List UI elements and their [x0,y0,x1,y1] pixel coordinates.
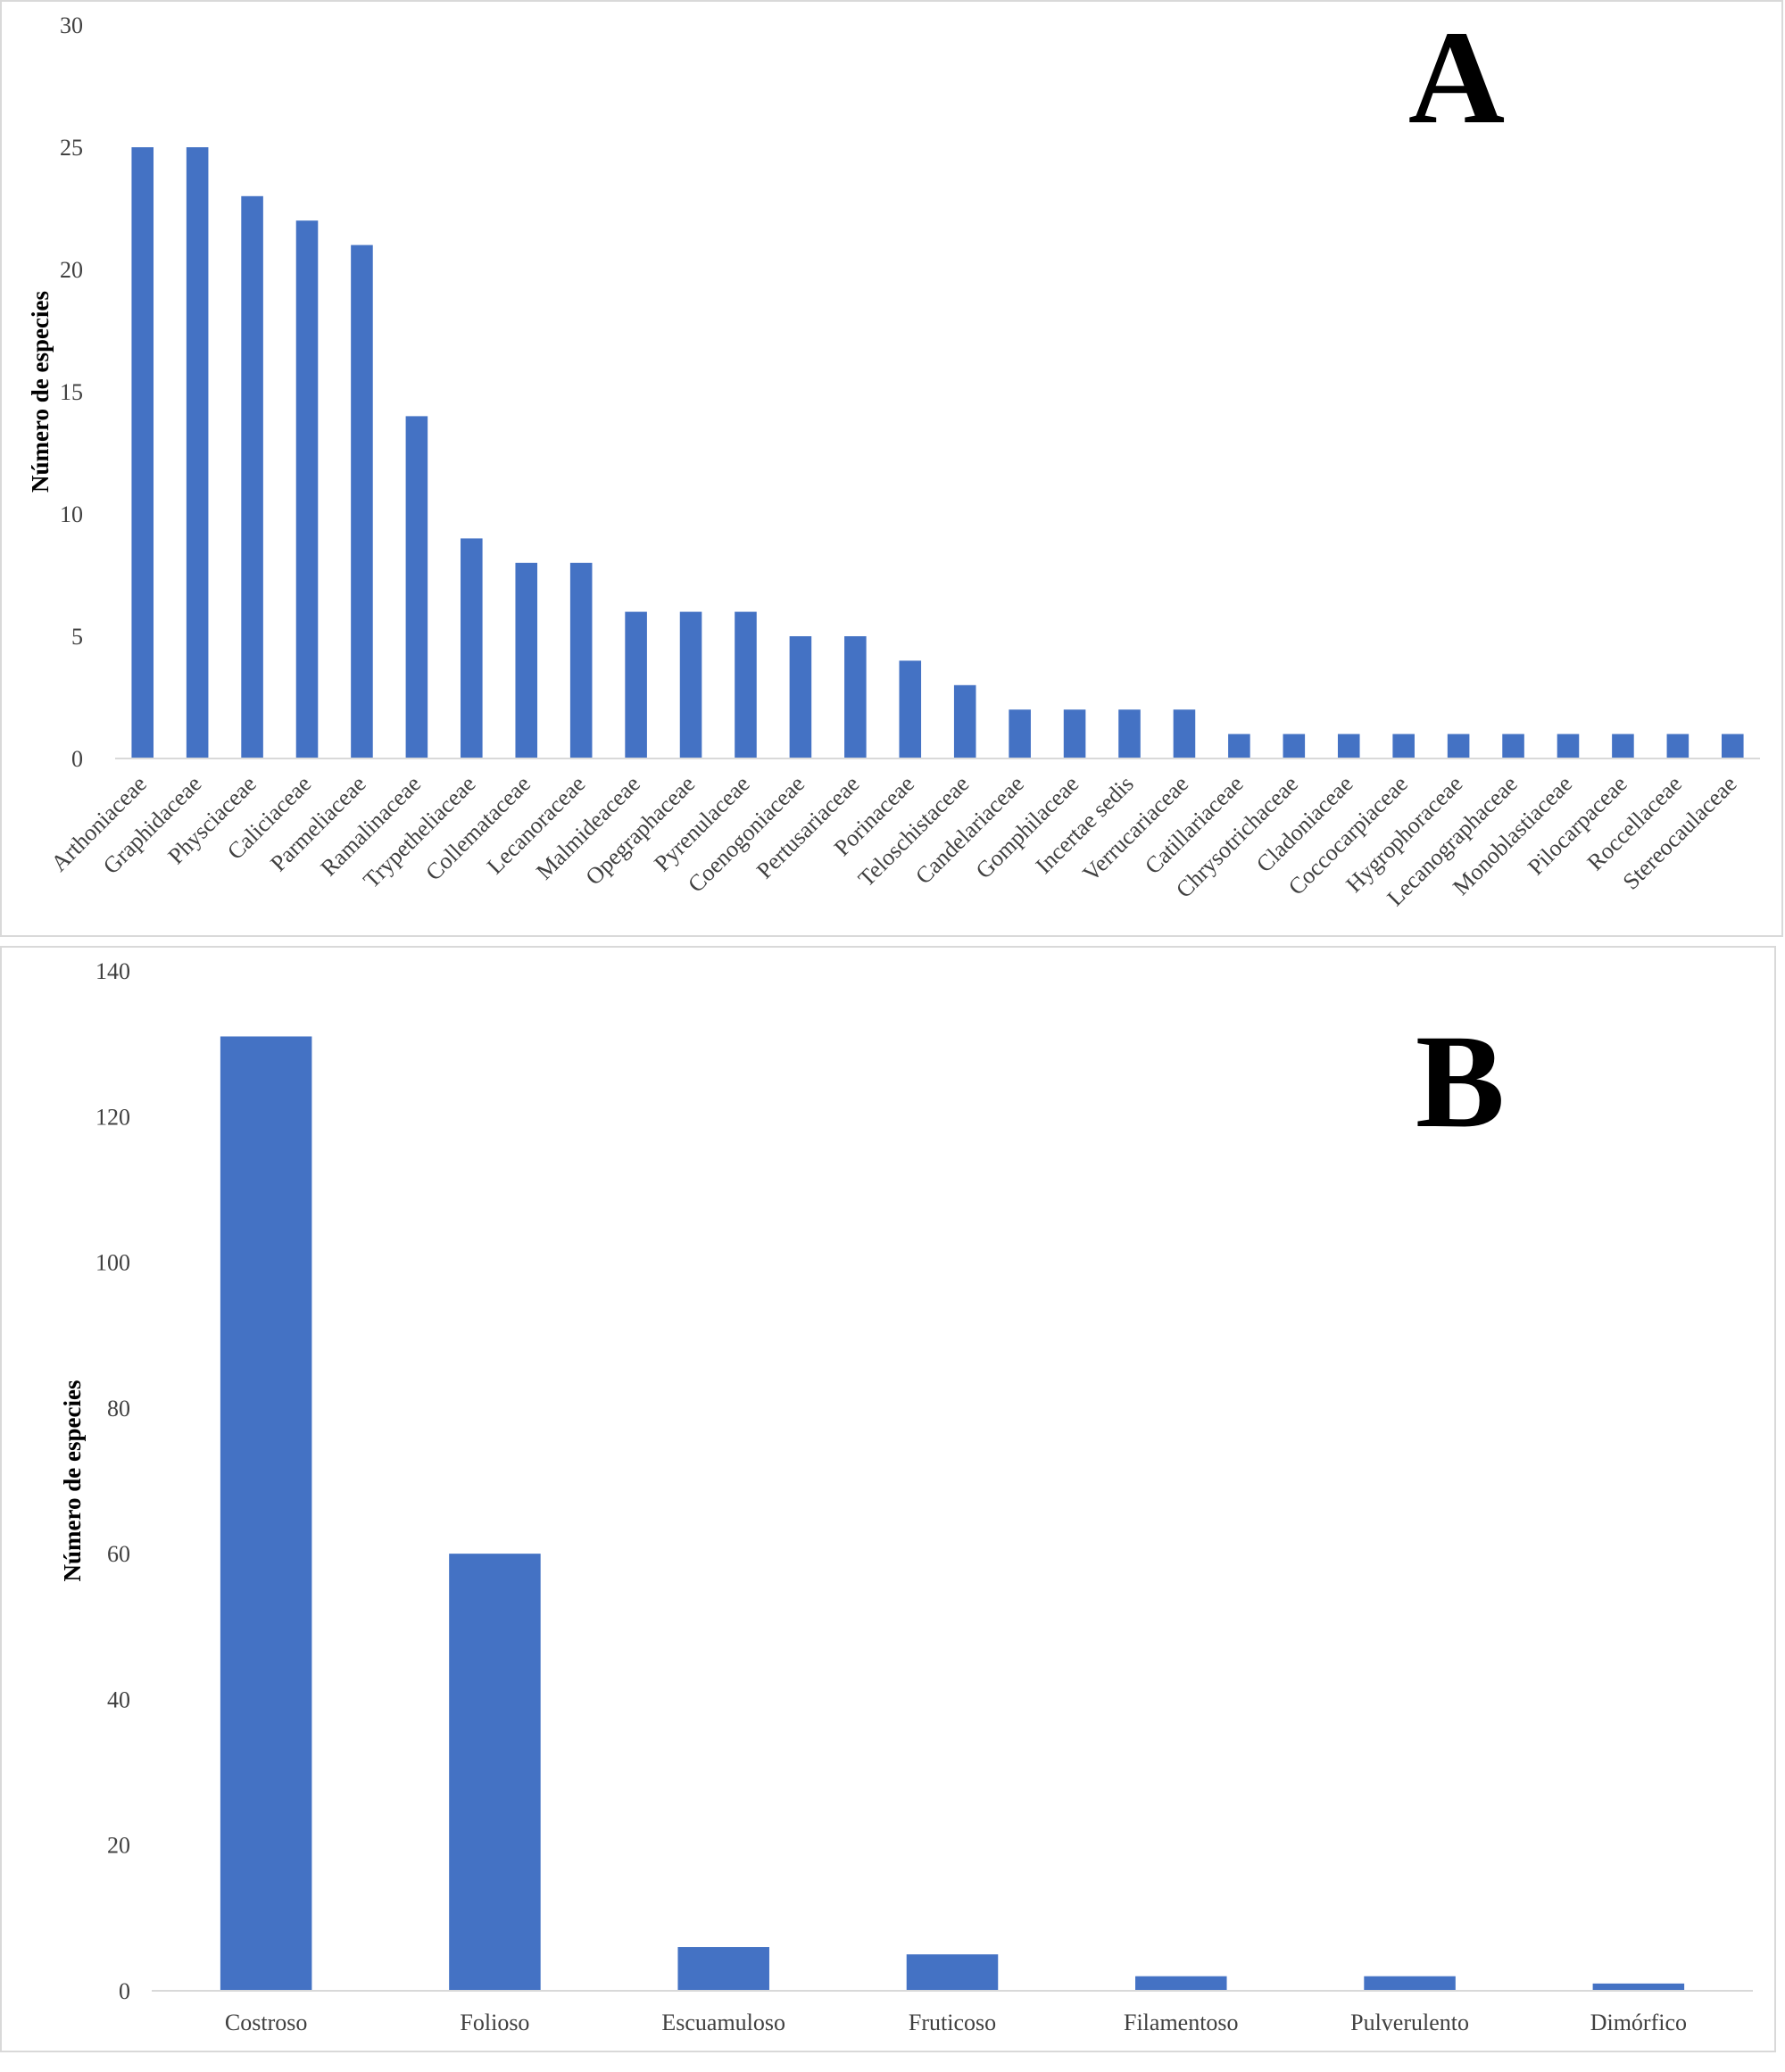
bar-candelariaceae [1009,709,1031,758]
bar-fruticoso [906,1954,999,1991]
bar-lecanographaceae [1502,733,1524,758]
bar-folioso [449,1554,541,1991]
y-tick-label: 40 [107,1687,130,1712]
y-tick-label: 10 [60,501,83,527]
y-tick-label: 30 [60,12,83,38]
panel-label-a: A [1408,4,1505,152]
x-category-label: Costroso [225,2010,307,2035]
bar-trypetheliaceae [461,538,483,758]
bar-pilocarpaceae [1612,733,1634,758]
x-category-label: Escuamuloso [661,2010,785,2035]
bar-coenogoniaceae [789,636,812,758]
x-category-label: Fruticoso [909,2010,996,2035]
bar-physciaceae [241,195,263,759]
bar-verrucariaceae [1173,709,1196,758]
bar-stereocaulaceae [1721,733,1744,758]
y-tick-label: 80 [107,1396,130,1421]
bar-pertusariaceae [844,636,867,758]
bar-teloschistaceae [953,684,976,758]
y-tick-label: 0 [71,746,83,772]
chart-panel-b: 0 20 40 60 80 100 120 140 Costroso Folioso Escuamu… [0,946,1776,2052]
bar-hygrophoraceae [1447,733,1470,758]
y-tick-label: 20 [107,1833,130,1859]
bar-pulverulento [1364,1976,1456,1991]
bar-incertae-sedis [1118,709,1141,758]
chart-a-svg: 051015202530ArthoniaceaeGraphidaceaePhys… [27,4,1760,911]
bar-monoblastiaceae [1557,733,1580,758]
bar-pyrenulaceae [735,611,757,758]
y-tick-label: 100 [95,1250,130,1276]
bar-graphidaceae [186,147,209,758]
y-axis-label: Número de especies [27,291,54,493]
bar-collemataceae [515,562,538,758]
bar-lecanoraceae [569,562,593,758]
y-tick-label: 15 [60,379,83,405]
panel-label-b: B [1416,1007,1505,1156]
bar-catillariaceae [1228,733,1250,758]
bar-cladoniaceae [1337,733,1360,758]
y-tick-label: 5 [71,624,83,650]
x-category-label: Pulverulento [1350,2010,1469,2035]
bar-opegraphaceae [679,611,702,758]
y-tick-label: 0 [119,1978,130,2004]
bar-ramalinaceae [405,416,428,758]
bar-chrysotrichaceae [1283,733,1306,758]
bar-roccellaceae [1666,733,1690,758]
bar-malmideaceae [625,611,647,758]
bar-filamentoso [1135,1976,1227,1991]
bar-costroso [220,1036,312,1991]
bar-escuamuloso [677,1947,769,1991]
chart-panel-a: 0 5 10 15 20 25 30 Arthoniaceae Graphidaceae Phys… [0,0,1783,937]
bar-caliciaceae [295,220,319,758]
x-category-label: Folioso [460,2010,529,2035]
y-axis-label: Número de especies [59,1380,86,1582]
bar-dimórfico [1592,1983,1685,1991]
bar-porinaceae [899,660,922,758]
bar-gomphilaceae [1063,709,1086,758]
x-category-label: Filamentoso [1124,2010,1239,2035]
y-tick-label: 20 [60,257,83,283]
bar-parmeliaceae [351,244,373,759]
y-tick-label: 120 [95,1104,130,1130]
bar-arthoniaceae [131,147,154,758]
x-category-label: Dimórfico [1590,2010,1687,2035]
y-tick-label: 25 [60,135,83,161]
chart-b-svg: 0 20 40 60 80 100 120 140 Costroso Folioso Escuamu… [59,958,1753,2035]
bar-coccocarpiaceae [1392,733,1415,758]
y-tick-label: 140 [95,958,130,984]
y-tick-label: 60 [107,1541,130,1567]
